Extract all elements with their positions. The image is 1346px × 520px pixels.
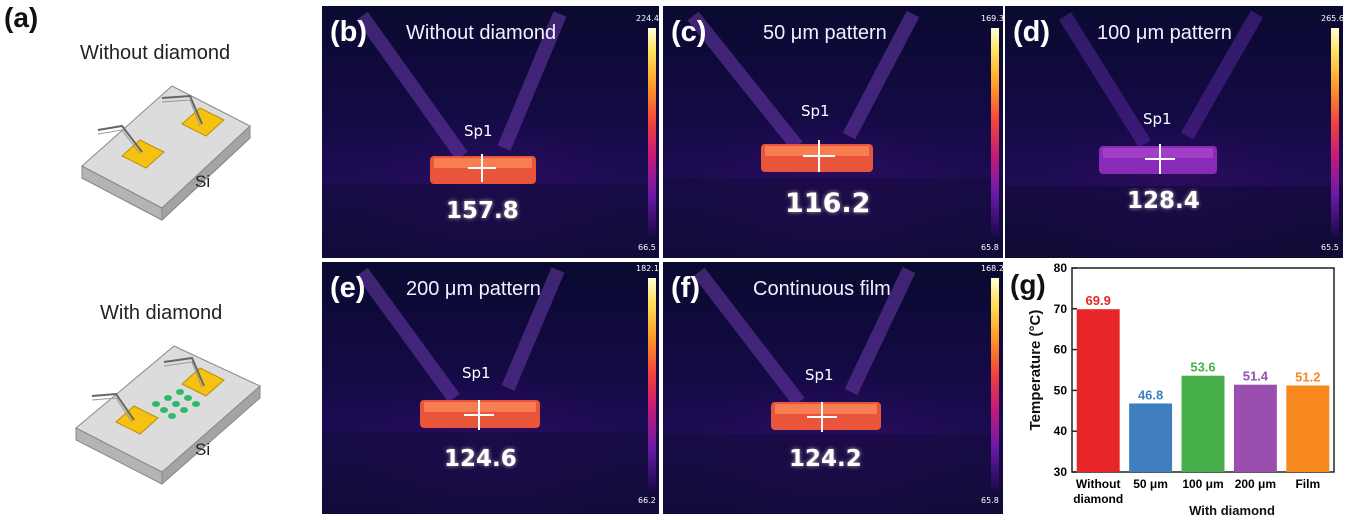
colorbar	[991, 278, 999, 490]
bar	[1233, 384, 1277, 472]
x-tick-label: Film	[1295, 477, 1320, 491]
colorbar-max: 265.6	[1321, 14, 1343, 23]
colorbar-min: 65.8	[981, 243, 999, 252]
bar-value-label: 53.6	[1190, 360, 1215, 375]
colorbar	[648, 278, 656, 490]
bar-value-label: 51.4	[1243, 369, 1269, 384]
temperature-readout: 157.8	[446, 198, 519, 224]
schematic-with-title: With diamond	[100, 302, 223, 324]
thermal-image-200um: (e) 200 μm pattern Sp1 124.6 182.1 66.2	[322, 262, 659, 514]
colorbar-max: 168.2	[981, 264, 1003, 273]
substrate-label-top: Si	[195, 172, 211, 191]
spot-label: Sp1	[464, 122, 493, 140]
y-axis-label: Temperature (°C)	[1027, 310, 1044, 431]
spot-label: Sp1	[462, 364, 491, 382]
gold-pad	[181, 107, 225, 137]
bar-chart-temperature: (g) Temperature (°C) 30 40 50 60 70 80 69.9 46…	[1010, 261, 1335, 518]
panel-a-label: (a)	[4, 2, 39, 33]
crosshair-icon	[803, 140, 835, 172]
bar	[1181, 375, 1225, 472]
spot-label: Sp1	[801, 102, 830, 120]
temperature-readout: 124.6	[444, 446, 517, 472]
spot-label: Sp1	[805, 366, 834, 384]
thermal-image-50um: (c) 50 μm pattern Sp1 116.2 169.3 65.8	[663, 6, 1003, 258]
colorbar	[648, 28, 656, 236]
thermal-image-without-diamond: (b) Without diamond Sp1 157.8 224.4 66.5	[322, 6, 659, 258]
thermal-image-continuous-film: (f) Continuous film Sp1 124.2 168.2 65.8	[663, 262, 1003, 514]
colorbar-min: 65.5	[1321, 243, 1339, 252]
y-tick-label: 50	[1054, 383, 1068, 397]
bar	[1129, 403, 1173, 472]
substrate-label-bottom: Si	[195, 440, 211, 459]
temperature-readout: 116.2	[785, 188, 871, 219]
thermal-label: (e)	[330, 272, 366, 304]
thermal-title: Continuous film	[753, 278, 891, 300]
y-tick-label: 80	[1054, 261, 1068, 275]
x-tick-label: 100 μm	[1182, 477, 1223, 491]
thermal-label: (b)	[330, 16, 368, 48]
thermal-label: (c)	[671, 16, 707, 48]
colorbar	[991, 28, 999, 236]
bar	[1286, 385, 1330, 472]
y-tick-label: 70	[1054, 302, 1068, 316]
thermal-image-100um: (d) 100 μm pattern Sp1 128.4 265.6 65.5	[1005, 6, 1343, 258]
colorbar-max: 182.1	[636, 264, 659, 273]
crosshair-icon	[1145, 144, 1175, 174]
colorbar-min: 65.8	[981, 496, 999, 505]
thermal-title: 100 μm pattern	[1097, 22, 1232, 44]
thermal-title: Without diamond	[406, 22, 557, 44]
x-tick-label: 50 μm	[1133, 477, 1168, 491]
spot-label: Sp1	[1143, 110, 1172, 128]
y-tick-label: 60	[1054, 343, 1068, 357]
y-tick-label: 40	[1054, 424, 1068, 438]
schematic-without-title: Without diamond	[80, 42, 231, 64]
colorbar-max: 169.3	[981, 14, 1003, 23]
device-schematic-without-diamond	[81, 85, 251, 222]
thermal-title: 50 μm pattern	[763, 22, 887, 44]
x-tick-label: Without diamond	[1073, 477, 1123, 506]
crosshair-icon	[807, 402, 837, 432]
crosshair-icon	[468, 154, 496, 182]
colorbar-min: 66.2	[638, 496, 656, 505]
thermal-label: (f)	[671, 272, 700, 304]
bar-value-label: 51.2	[1295, 370, 1320, 385]
thermal-label: (d)	[1013, 16, 1051, 48]
group-label: With diamond	[1189, 503, 1275, 518]
temperature-readout: 128.4	[1127, 188, 1200, 214]
chart-panel-label: (g)	[1010, 269, 1046, 300]
bar	[1076, 309, 1120, 472]
thermal-title: 200 μm pattern	[406, 278, 541, 300]
device-schematic-with-diamond	[75, 345, 261, 486]
diamond-dot-array	[152, 389, 200, 419]
x-tick-label: 200 μm	[1235, 477, 1276, 491]
thermal-sample-glow	[663, 10, 1003, 258]
bar-value-label: 69.9	[1086, 293, 1111, 308]
thermal-sample-glow	[322, 267, 659, 514]
bar-value-label: 46.8	[1138, 387, 1163, 402]
temperature-readout: 124.2	[789, 446, 862, 472]
y-tick-label: 30	[1054, 465, 1068, 479]
thermal-sample-glow	[663, 266, 1003, 514]
colorbar	[1331, 28, 1339, 236]
colorbar-min: 66.5	[638, 243, 656, 252]
crosshair-icon	[464, 400, 494, 430]
colorbar-max: 224.4	[636, 14, 659, 23]
